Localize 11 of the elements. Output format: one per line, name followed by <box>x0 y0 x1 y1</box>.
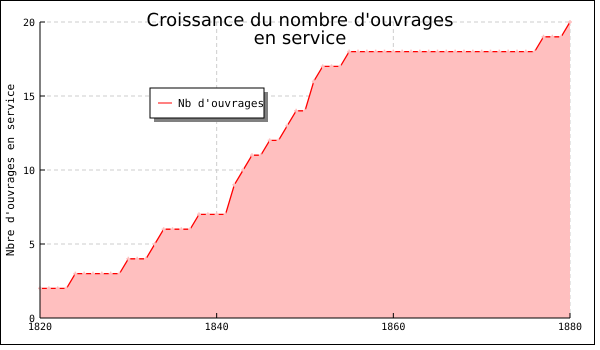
chart-title: Croissance du nombre d'ouvrages en service <box>146 10 454 49</box>
y-tick-label: 20 <box>22 18 35 29</box>
y-axis-title: Nbre d'ouvrages en service <box>4 84 17 256</box>
y-tick-label: 5 <box>28 240 35 251</box>
x-tick-label: 1820 <box>28 322 52 333</box>
y-tick-label: 10 <box>22 166 35 177</box>
legend-label: Nb d'ouvrages <box>178 97 264 110</box>
x-tick-label: 1860 <box>381 322 406 333</box>
y-tick-label: 15 <box>22 92 35 103</box>
x-tick-label: 1880 <box>558 322 582 333</box>
x-tick-label: 1840 <box>204 322 229 333</box>
